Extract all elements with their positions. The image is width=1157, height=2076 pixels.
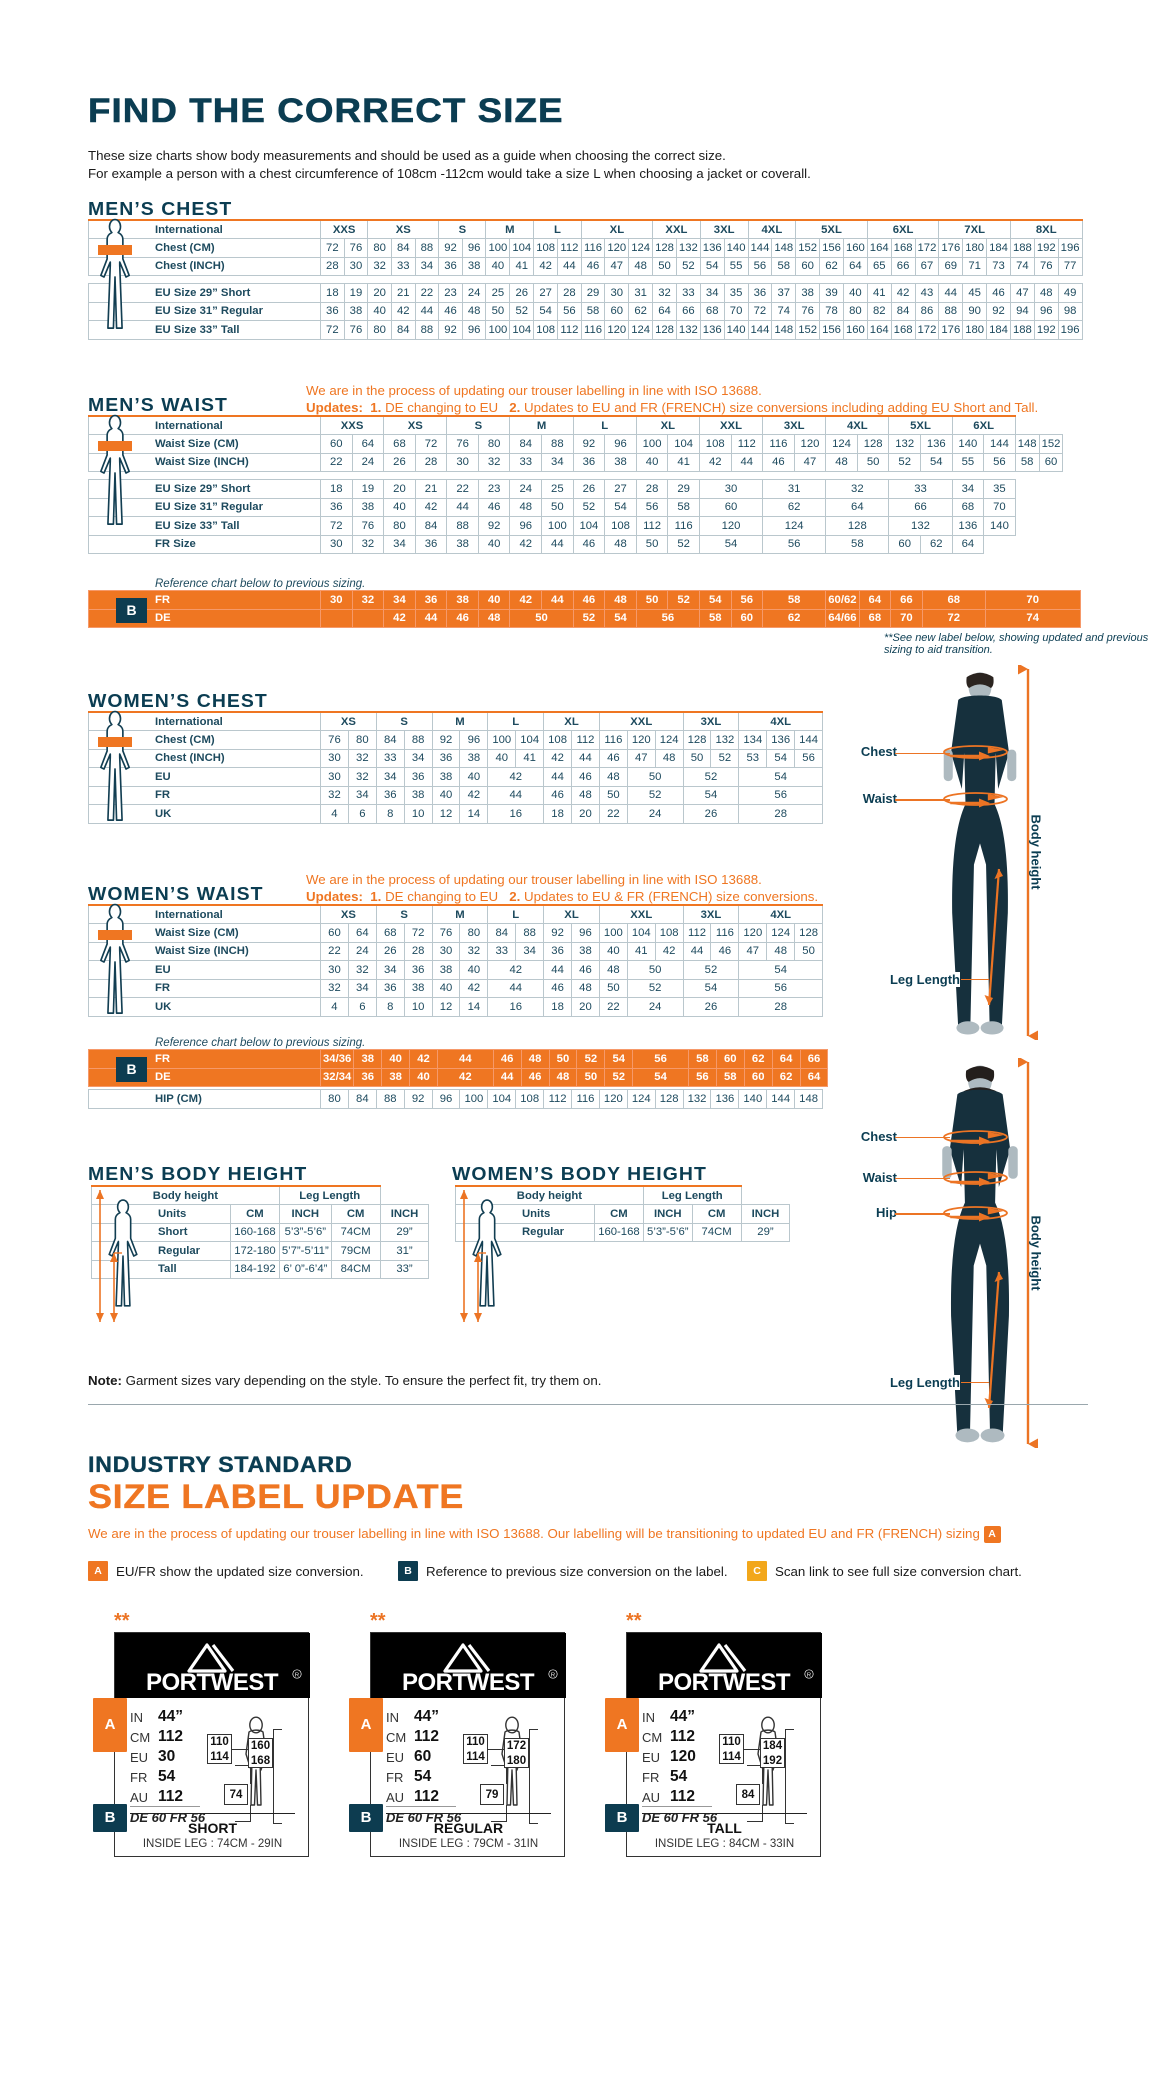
svg-text:R: R [807,1673,811,1679]
svg-text:PORTWEST: PORTWEST [402,1669,535,1696]
svg-text:PORTWEST: PORTWEST [658,1669,791,1696]
svg-text:R: R [295,1673,299,1679]
svg-text:R: R [551,1673,555,1679]
svg-text:PORTWEST: PORTWEST [146,1669,279,1696]
